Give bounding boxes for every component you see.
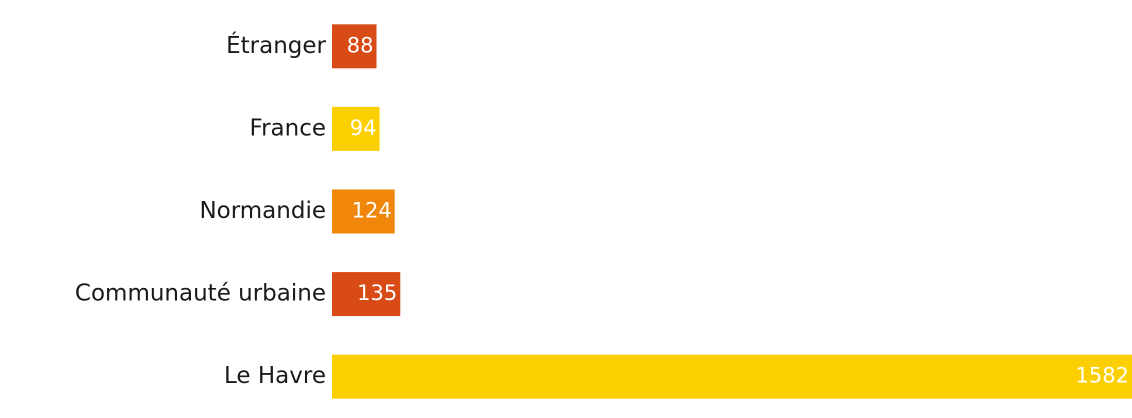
value-label: 94 — [350, 116, 377, 140]
bar — [332, 189, 395, 234]
value-label: 124 — [352, 199, 392, 223]
value-label: 1582 — [1076, 364, 1129, 388]
bar — [332, 272, 401, 317]
value-label: 88 — [347, 33, 374, 57]
bar — [332, 24, 377, 69]
category-label: Communauté urbaine — [75, 281, 326, 307]
bar — [332, 106, 380, 151]
bar — [332, 354, 1132, 399]
category-label: Normandie — [199, 198, 326, 224]
category-label: France — [250, 115, 326, 141]
category-label: Étranger — [226, 31, 326, 59]
value-label: 135 — [357, 281, 397, 305]
category-label: Le Havre — [224, 363, 326, 389]
